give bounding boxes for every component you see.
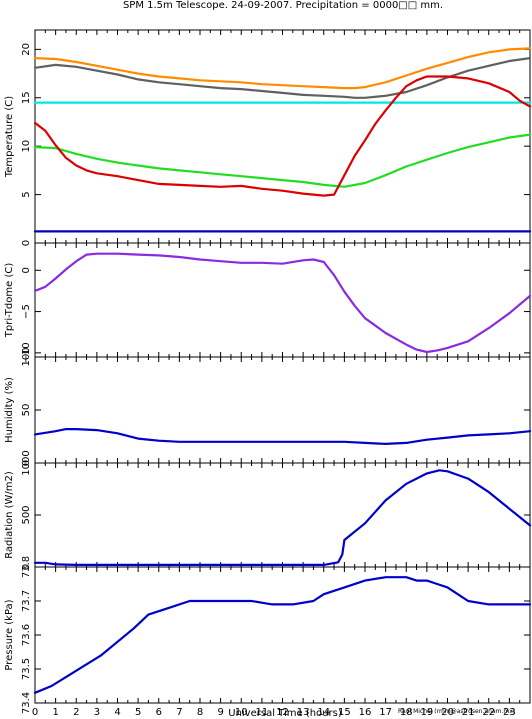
- x-tick-label: 14: [317, 707, 330, 718]
- y-axis-label: Tpri-Tdome (C): [4, 263, 15, 339]
- y-tick-label: 50: [21, 404, 32, 417]
- y-tick-label: 5: [21, 191, 32, 197]
- x-tick-label: 5: [135, 707, 141, 718]
- y-tick-label: −5: [21, 304, 32, 319]
- y-tick-label: 73.6: [21, 624, 32, 646]
- series-line-5: [33, 75, 532, 197]
- x-tick-label: 21: [462, 707, 475, 718]
- y-tick-label: 0: [21, 267, 32, 273]
- x-tick-label: 9: [217, 707, 223, 718]
- y-tick-label: 73.4: [21, 692, 32, 714]
- x-tick-label: 17: [379, 707, 392, 718]
- x-tick-label: 13: [297, 707, 310, 718]
- panel-frame: [34, 462, 531, 568]
- x-axis-label: Universal Time (hours): [228, 708, 342, 719]
- y-tick-label: −10: [21, 342, 32, 363]
- x-tick-label: 15: [338, 707, 351, 718]
- panel-frame: [34, 29, 531, 244]
- series-line-1: [33, 47, 532, 90]
- y-tick-label: 1000: [21, 450, 32, 475]
- x-tick-label: 2: [73, 707, 79, 718]
- x-tick-label: 12: [276, 707, 289, 718]
- x-tick-label: 4: [114, 707, 120, 718]
- credit-text: Raul Michel (rmm@astrosen.unam.mx): [398, 708, 515, 715]
- y-tick-label: 500: [21, 505, 32, 524]
- x-tick-label: 22: [482, 707, 495, 718]
- y-tick-label: 15: [21, 91, 32, 104]
- panel-frame: [34, 356, 531, 464]
- y-axis-label: Temperature (C): [4, 96, 15, 178]
- x-tick-label: 20: [441, 707, 454, 718]
- y-axis-label: Pressure (kPa): [4, 599, 15, 670]
- y-tick-label: 73.5: [21, 658, 32, 680]
- x-tick-label: 16: [359, 707, 372, 718]
- y-tick-label: 20: [21, 43, 32, 56]
- panel-frame: [34, 566, 531, 704]
- y-tick-label: 0: [21, 240, 32, 246]
- x-tick-label: 23: [503, 707, 516, 718]
- y-axis-label: Humidity (%): [4, 377, 15, 443]
- x-tick-label: 8: [197, 707, 203, 718]
- x-tick-label: 0: [32, 707, 38, 718]
- x-tick-label: 11: [256, 707, 269, 718]
- series-line-1: [33, 469, 532, 567]
- x-tick-label: 3: [94, 707, 100, 718]
- panel-5: 73.4 73.5 73.6 73.7 73.8 Pressure (kPa): [4, 556, 532, 714]
- y-tick-label: 100: [21, 347, 32, 366]
- y-tick-label: 0: [21, 460, 32, 466]
- x-tick-label: 18: [400, 707, 413, 718]
- panel-frame: [34, 242, 531, 358]
- x-tick-label: 7: [176, 707, 182, 718]
- panel-4: 1000 500 0 Radiation (W/m2): [4, 450, 532, 570]
- y-tick-label: 73.7: [21, 590, 32, 612]
- panel-1: 0 5 10 15 20 Temperature (C): [4, 29, 532, 246]
- series-line-2: [33, 56, 532, 99]
- panel-2: 0 −5 −10 Tpri-Tdome (C): [4, 242, 532, 363]
- series-line-1: [33, 576, 532, 694]
- x-tick-label: 1: [52, 707, 58, 718]
- x-tick-label: 6: [156, 707, 162, 718]
- y-tick-label: 10: [21, 140, 32, 153]
- series-line-4: [33, 133, 532, 188]
- series-line-1: [33, 252, 532, 354]
- figure-title: SPM 1.5m Telescope. 24-09-2007. Precipit…: [123, 0, 443, 11]
- y-tick-label: 73.8: [21, 556, 32, 578]
- y-tick-label: 0: [21, 564, 32, 570]
- series-line-1: [33, 428, 532, 445]
- y-axis-label: Radiation (W/m2): [4, 471, 15, 559]
- x-tick-label: 19: [421, 707, 434, 718]
- x-tick-label: 10: [235, 707, 248, 718]
- panel-3: 100 50 0 Humidity (%): [4, 347, 532, 466]
